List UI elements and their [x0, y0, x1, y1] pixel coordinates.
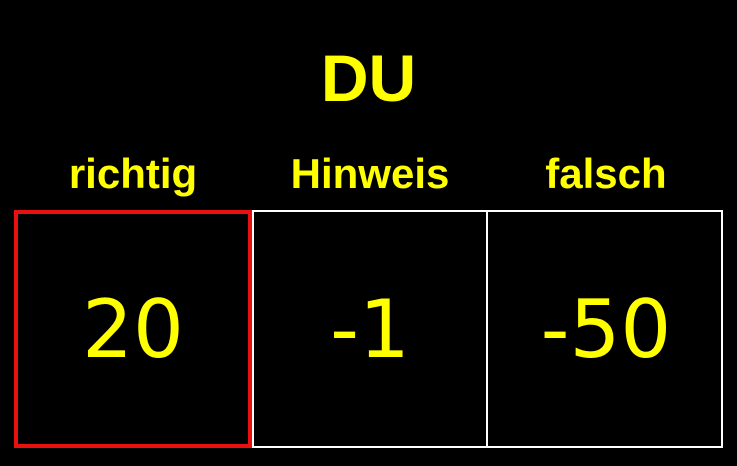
- score-value-falsch: -50: [540, 282, 672, 376]
- column-header-falsch: falsch: [545, 150, 667, 197]
- score-value-hinweis: -1: [330, 282, 410, 376]
- score-cell-richtig[interactable]: 20: [14, 210, 252, 448]
- score-cell-hinweis[interactable]: -1: [252, 210, 488, 448]
- score-grid-divider: [486, 210, 488, 448]
- score-value-richtig: 20: [82, 282, 184, 376]
- score-cell-falsch[interactable]: -50: [488, 210, 724, 448]
- player-title: DU: [320, 41, 417, 115]
- column-header-hinweis: Hinweis: [290, 150, 450, 197]
- column-header-richtig: richtig: [68, 150, 198, 197]
